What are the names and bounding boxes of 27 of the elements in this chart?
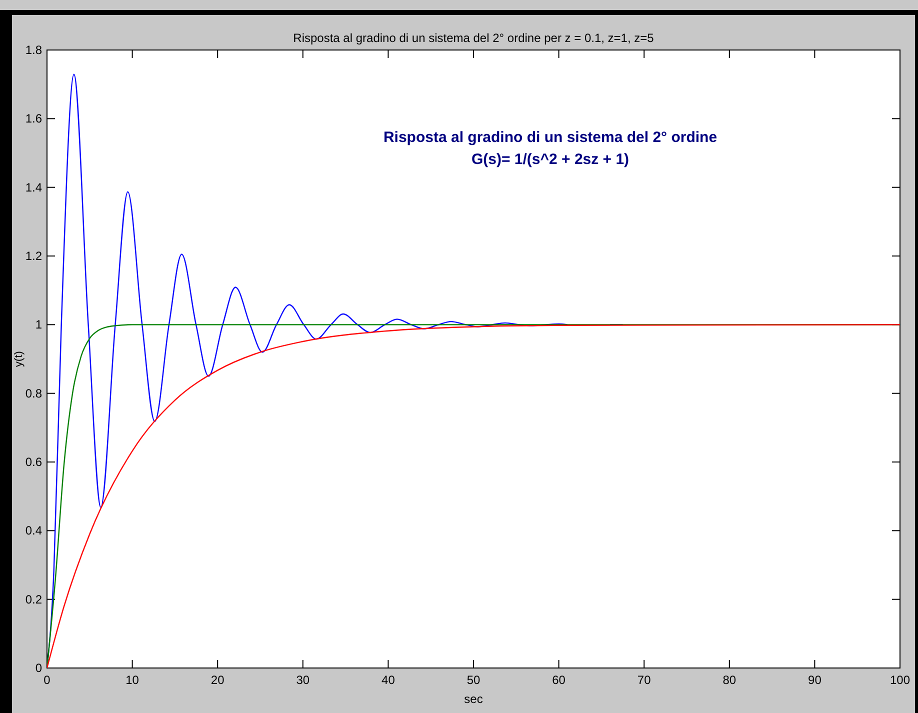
annotation: G(s)= 1/(s^2 + 2sz + 1) [471, 151, 630, 168]
y-tick-label: 1.8 [25, 43, 42, 57]
y-tick-label: 1.6 [25, 112, 42, 126]
y-tick-label: 1.2 [25, 249, 42, 263]
chart-title: Risposta al gradino di un sistema del 2° ordine per z = 0.1, z=1, z=5 [293, 31, 654, 45]
x-tick-label: 80 [722, 673, 736, 687]
y-tick-label: 0.8 [25, 386, 42, 400]
y-tick-label: 0.6 [25, 455, 42, 469]
x-tick-label: 40 [382, 673, 396, 687]
x-tick-label: 10 [126, 673, 140, 687]
annotation: Risposta al gradino di un sistema del 2° ordine [383, 129, 718, 146]
x-tick-label: 100 [890, 673, 910, 687]
line-series [47, 324, 900, 668]
y-tick-label: 1.4 [25, 180, 42, 194]
x-tick-label: 30 [296, 673, 310, 687]
y-tick-label: 0.2 [25, 592, 42, 606]
y-tick-label: 0 [35, 661, 42, 675]
x-axis-title: sec [464, 692, 483, 706]
x-tick-label: 20 [210, 673, 225, 687]
x-tick-label: 90 [808, 673, 822, 687]
y-axis-title: y(t) [13, 351, 25, 367]
x-tick-label: 70 [637, 673, 652, 687]
x-tick-label: 0 [44, 673, 51, 687]
x-tick-label: 50 [466, 673, 480, 687]
y-tick-label: 1 [35, 318, 42, 332]
x-tick-label: 60 [552, 673, 566, 687]
y-tick-label: 0.4 [25, 524, 42, 538]
